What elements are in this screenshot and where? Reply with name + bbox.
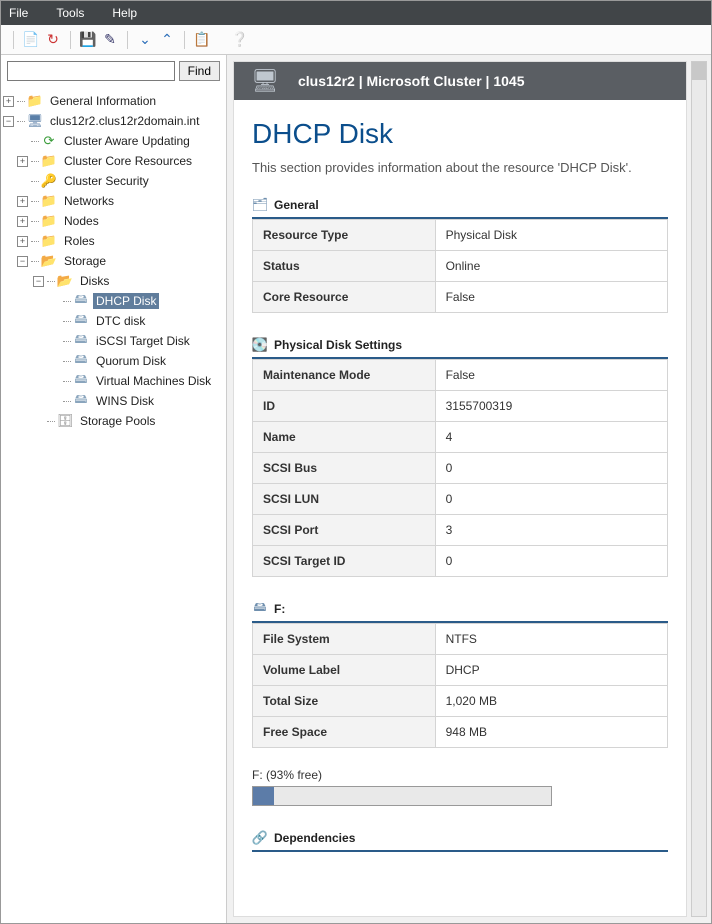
pdf-icon[interactable]: 📄 [22, 31, 40, 49]
disk-icon: 🖴 [73, 353, 89, 369]
storage-pools-icon: 🗄 [57, 413, 73, 429]
usage-bar [252, 786, 552, 806]
cluster-icon: 🖥 [244, 65, 286, 97]
deps-icon: 🔗 [252, 830, 268, 846]
usage-bar-fill [253, 787, 274, 805]
table-drive: File SystemNTFS Volume LabelDHCP Total S… [252, 623, 668, 748]
folder-icon: 📁 [27, 93, 43, 109]
folder-icon: 📁 [41, 213, 57, 229]
right-panel: 🖥 clus12r2 | Microsoft Cluster | 1045 DH… [227, 55, 711, 923]
toggle-icon[interactable]: + [3, 96, 14, 107]
toggle-icon[interactable]: − [17, 256, 28, 267]
section-deps: 🔗 Dependencies [252, 826, 668, 852]
left-panel: Find + 📁 General Information − 🖥 clus12r… [1, 55, 227, 923]
tree-cs[interactable]: Cluster Security [61, 173, 152, 189]
menu-help[interactable]: Help [112, 6, 137, 20]
drive-icon: 🖴 [252, 601, 268, 617]
update-icon: ⟳ [41, 133, 57, 149]
table-general: Resource TypePhysical Disk StatusOnline … [252, 219, 668, 313]
disk-icon: 🖴 [73, 333, 89, 349]
folder-open-icon: 📂 [41, 253, 57, 269]
toggle-icon[interactable]: − [3, 116, 14, 127]
section-icon: 🗂 [252, 197, 268, 213]
folder-icon: 📁 [41, 193, 57, 209]
disk-settings-icon: 💽 [252, 337, 268, 353]
tree-dtc-disk[interactable]: DTC disk [93, 313, 148, 329]
edit-icon[interactable]: ✎ [101, 31, 119, 49]
refresh-icon[interactable]: ↻ [44, 31, 62, 49]
disk-icon: 🖴 [73, 313, 89, 329]
section-drive: 🖴 F: [252, 597, 668, 623]
tree-cluster[interactable]: clus12r2.clus12r2domain.int [47, 113, 202, 129]
find-button[interactable]: Find [179, 61, 220, 81]
folder-open-icon: 📂 [57, 273, 73, 289]
menubar: File Tools Help [1, 1, 711, 25]
expand-icon[interactable]: ⌃ [158, 31, 176, 49]
tree-iscsi-disk[interactable]: iSCSI Target Disk [93, 333, 193, 349]
tree-cau[interactable]: Cluster Aware Updating [61, 133, 193, 149]
bar-label: F: (93% free) [252, 768, 668, 782]
collapse-icon[interactable]: ⌄ [136, 31, 154, 49]
section-pds: 💽 Physical Disk Settings [252, 333, 668, 359]
toggle-icon[interactable]: + [17, 196, 28, 207]
toggle-icon[interactable]: − [33, 276, 44, 287]
disk-icon: 🖴 [73, 373, 89, 389]
menu-file[interactable]: File [9, 6, 28, 20]
scrollbar[interactable] [691, 61, 707, 917]
toolbar: 📄 ↻ 💾 ✎ ⌄ ⌃ 📋 ❔ [1, 25, 711, 55]
tree-nodes[interactable]: Nodes [61, 213, 102, 229]
tree-general-info[interactable]: General Information [47, 93, 159, 109]
help-icon[interactable]: ❔ [231, 31, 249, 49]
table-pds: Maintenance ModeFalse ID3155700319 Name4… [252, 359, 668, 577]
tree-dhcp-disk[interactable]: DHCP Disk [93, 293, 159, 309]
tree-ccr[interactable]: Cluster Core Resources [61, 153, 195, 169]
scroll-thumb[interactable] [692, 62, 706, 80]
tree-storage[interactable]: Storage [61, 253, 109, 269]
server-icon: 🖥 [27, 113, 43, 129]
copy-icon[interactable]: 📋 [193, 31, 211, 49]
toggle-icon[interactable]: + [17, 216, 28, 227]
tree-wins-disk[interactable]: WINS Disk [93, 393, 157, 409]
folder-icon: 📁 [41, 233, 57, 249]
tree: + 📁 General Information − 🖥 clus12r2.clu… [1, 87, 226, 923]
menu-tools[interactable]: Tools [56, 6, 84, 20]
content-header: 🖥 clus12r2 | Microsoft Cluster | 1045 [234, 62, 686, 100]
section-general: 🗂 General [252, 193, 668, 219]
tree-networks[interactable]: Networks [61, 193, 117, 209]
folder-icon: 📁 [41, 153, 57, 169]
search-input[interactable] [7, 61, 175, 81]
tree-storage-pools[interactable]: Storage Pools [77, 413, 158, 429]
page-description: This section provides information about … [252, 160, 668, 175]
shield-icon: 🔑 [41, 173, 57, 189]
tree-quorum-disk[interactable]: Quorum Disk [93, 353, 169, 369]
save-icon[interactable]: 💾 [79, 31, 97, 49]
tree-vm-disk[interactable]: Virtual Machines Disk [93, 373, 214, 389]
disk-icon: 🖴 [73, 393, 89, 409]
disk-icon: 🖴 [73, 293, 89, 309]
page-title: DHCP Disk [252, 118, 668, 150]
tree-roles[interactable]: Roles [61, 233, 98, 249]
toggle-icon[interactable]: + [17, 156, 28, 167]
tree-disks[interactable]: Disks [77, 273, 112, 289]
header-title: clus12r2 | Microsoft Cluster | 1045 [298, 73, 524, 89]
toggle-icon[interactable]: + [17, 236, 28, 247]
